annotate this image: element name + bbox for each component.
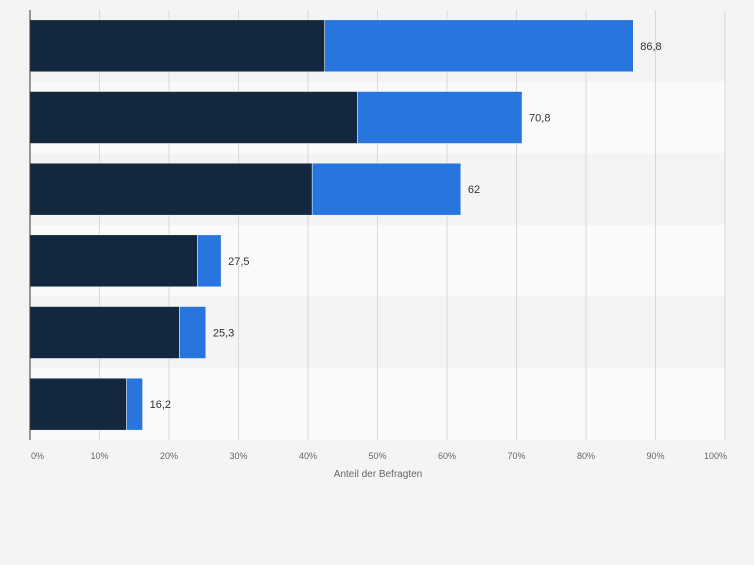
x-tick-label: 0% — [31, 451, 44, 461]
bar-segment-series-2 — [324, 19, 634, 73]
value-label: 86,8 — [640, 41, 661, 53]
x-tick-label: 40% — [299, 451, 317, 461]
x-tick-label: 60% — [438, 451, 456, 461]
x-tick-labels: 0% 10% 20% 30% 40% 50% 60% 70% 80% 90% 100% — [31, 451, 727, 461]
bar-segment-series-2 — [357, 91, 523, 144]
x-tick-label: 10% — [90, 451, 108, 461]
value-label: 62 — [468, 184, 480, 196]
x-tick-label: 100% — [704, 451, 727, 461]
x-tick-label: 80% — [577, 451, 595, 461]
value-labels: 86,8 70,8 62 27,5 25,3 16,2 — [150, 41, 662, 411]
x-tick-label: 70% — [507, 451, 525, 461]
bar-segment-series-1 — [29, 162, 313, 216]
gridlines — [99, 10, 726, 440]
bar-segment-series-1 — [29, 306, 180, 359]
value-label: 25,3 — [213, 328, 234, 340]
x-tick-label: 90% — [646, 451, 664, 461]
bar-segment-series-1 — [29, 19, 325, 73]
bar-segment-series-2 — [197, 234, 222, 288]
value-label: 70,8 — [529, 113, 550, 125]
bar-segment-series-2 — [179, 306, 207, 359]
bar-segment-series-2 — [311, 162, 462, 216]
bar-segment-series-1 — [29, 91, 358, 144]
bar-segment-series-1 — [29, 377, 127, 431]
x-tick-label: 30% — [229, 451, 247, 461]
value-label: 16,2 — [150, 399, 171, 411]
x-tick-label: 50% — [368, 451, 386, 461]
x-tick-label: 20% — [160, 451, 178, 461]
value-label: 27,5 — [228, 256, 249, 268]
bars — [29, 19, 634, 431]
bar-segment-series-1 — [29, 234, 198, 288]
bar-segment-series-2 — [126, 377, 143, 431]
x-axis-title: Anteil der Befragten — [334, 469, 422, 480]
